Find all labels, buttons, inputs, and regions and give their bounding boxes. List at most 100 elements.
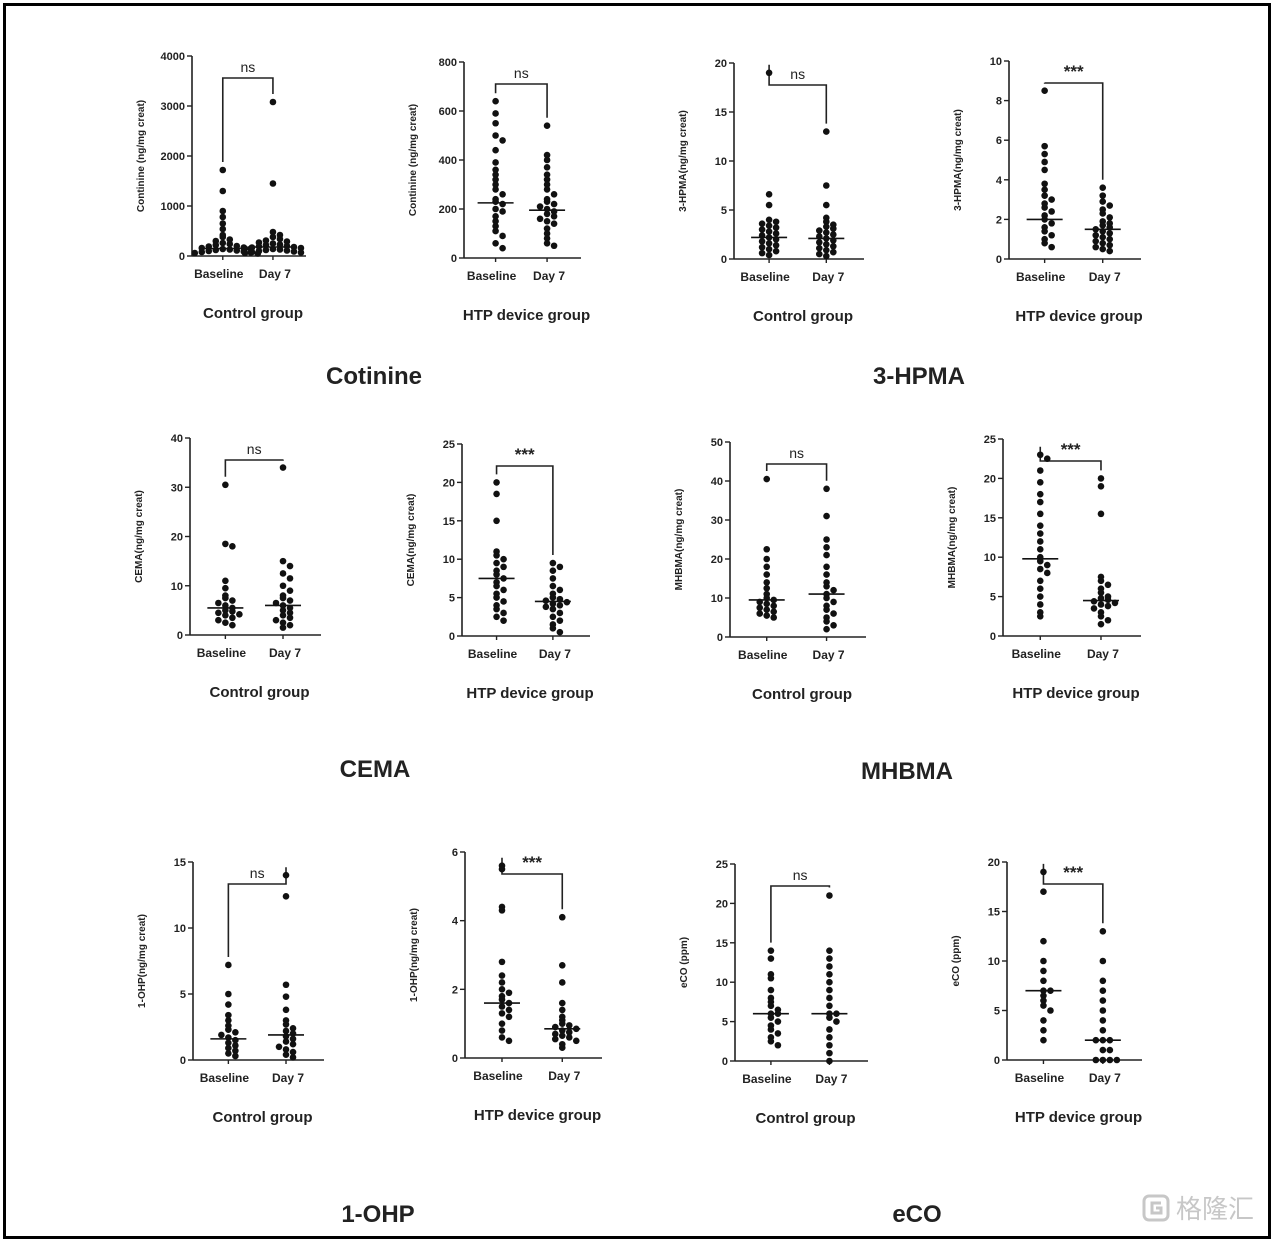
data-point [229,543,236,550]
data-point [550,220,558,227]
data-point [774,1041,782,1049]
data-point [774,1030,782,1037]
data-point [826,1034,833,1041]
data-point [222,584,229,592]
data-point [229,608,236,615]
data-point [499,191,506,198]
data-point [1099,1017,1107,1024]
data-point [492,227,499,235]
y-tick-label: 200 [439,204,457,216]
data-point [1097,620,1105,628]
data-point [282,993,290,1000]
data-point [1040,868,1047,876]
data-point [826,892,833,899]
x-tick-label: Day 7 [1089,1071,1121,1085]
data-point [286,597,294,604]
significance-label: *** [1061,440,1081,459]
data-point [826,1026,833,1033]
x-tick-label: Baseline [473,1069,523,1083]
data-point [823,571,830,578]
data-point [1048,243,1055,251]
data-point [493,517,500,525]
data-point [1099,222,1107,229]
data-point [289,1054,297,1061]
data-point [763,571,771,578]
data-point [823,594,830,602]
y-tick-label: 50 [711,437,723,449]
data-point [543,156,551,164]
data-point [248,248,256,256]
data-point [765,201,773,209]
data-point [774,1018,782,1025]
data-point [772,230,780,237]
data-point [763,563,771,571]
data-point [500,609,507,617]
data-point [498,1027,506,1034]
data-point [498,1010,506,1017]
data-point [1040,937,1047,945]
y-axis-title: eCO (ppm) [951,935,962,986]
data-point [232,1047,239,1055]
data-point [1104,581,1112,589]
y-tick-label: 10 [715,156,727,168]
data-point [219,187,227,195]
data-point [758,243,766,251]
data-point [756,604,764,612]
x-tick-label: Day 7 [533,269,565,283]
data-point [1106,235,1114,243]
y-tick-label: 30 [171,482,183,494]
data-point [823,618,830,625]
data-point [765,251,773,259]
data-point [543,210,551,218]
data-point [767,1026,775,1033]
data-point [289,1025,297,1032]
data-point [269,98,277,106]
y-axis-title: MHBMA(ng/mg creat) [674,489,685,591]
data-point [1099,239,1107,247]
significance-bracket [765,463,828,481]
chart-2: 0 200 400 600 800 Baseline Day 7 Continine (ng/… [408,57,590,324]
data-point [1036,565,1044,573]
data-point [1036,530,1044,537]
data-point [222,481,229,489]
data-point [205,247,213,255]
data-point [543,186,551,193]
data-point [767,1038,775,1045]
chart-8: 0 5 10 15 20 25 Baseline Day 7 MHBMA(ng/mg creat… [947,434,1141,702]
data-point [282,1051,290,1059]
data-point [282,1038,290,1045]
data-point [1048,208,1055,215]
data-point [286,587,294,594]
data-point [830,598,837,606]
data-point [1106,247,1114,255]
data-point [826,947,833,954]
data-point [232,1042,239,1049]
data-point [492,198,499,205]
section-titles-layer: Cotinine 3-HPMA CEMA MHBMA 1-OHP eCO [326,363,965,1228]
chart-9: 0 5 10 15 Baseline Day 7 1-OHP(ng/mg creat) Con… [137,857,324,1126]
data-point [572,1037,580,1045]
data-point [290,248,298,255]
data-point [499,208,506,215]
data-point [229,597,236,604]
data-point [543,176,551,183]
data-point [1036,510,1044,518]
group-label: HTP device group [463,307,590,324]
y-tick-label: 20 [715,58,727,70]
x-tick-label: Baseline [740,270,790,284]
data-point [765,191,773,198]
significance-label: ns [514,65,529,81]
data-point [1099,957,1107,965]
data-point [191,249,199,257]
data-point [492,186,499,193]
data-point [1040,997,1047,1004]
data-point [549,625,557,632]
data-point [826,1057,833,1065]
data-point [276,241,284,248]
data-point [286,609,294,617]
x-tick-label: Day 7 [259,267,291,281]
data-point [1099,997,1107,1004]
data-point [225,1011,232,1019]
group-label: Control group [752,686,852,703]
y-tick-label: 5 [994,1006,1000,1018]
